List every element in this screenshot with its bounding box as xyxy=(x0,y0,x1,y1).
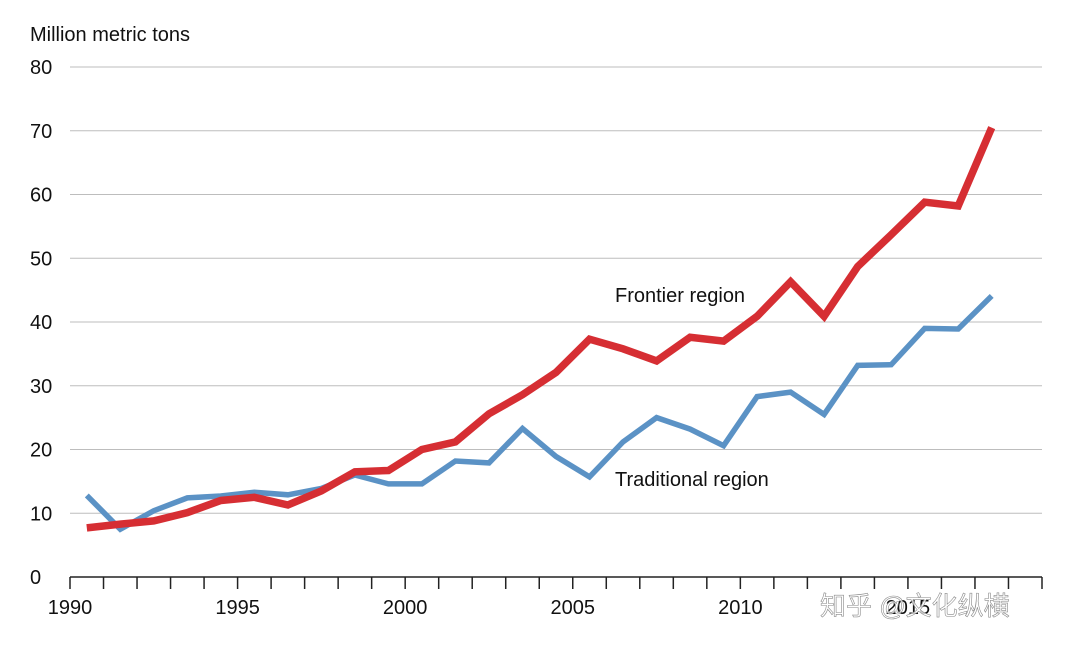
y-tick-label-70: 70 xyxy=(30,121,52,143)
y-axis-title: Million metric tons xyxy=(30,24,190,46)
frontier-region-label: Frontier region xyxy=(615,285,745,307)
x-tick-label-2000: 2000 xyxy=(383,597,428,619)
x-tick-label-2015: 2015 xyxy=(886,597,931,619)
watermark: 知乎 @文化纵横 xyxy=(820,591,1010,621)
y-tick-label-80: 80 xyxy=(30,57,52,79)
traditional-region-label: Traditional region xyxy=(615,469,769,491)
x-tick-label-2010: 2010 xyxy=(718,597,763,619)
traditional-region-line xyxy=(84,293,994,533)
y-tick-label-30: 30 xyxy=(30,376,52,398)
y-tick-label-10: 10 xyxy=(30,503,52,525)
gridlines xyxy=(70,66,1042,514)
x-axis xyxy=(69,576,1043,589)
x-tick-label-1995: 1995 xyxy=(215,597,260,619)
y-tick-label-40: 40 xyxy=(30,312,52,334)
y-tick-label-50: 50 xyxy=(30,248,52,270)
x-tick-label-2005: 2005 xyxy=(551,597,596,619)
x-tick-label-1990: 1990 xyxy=(48,597,93,619)
x-tick-labels: 1990 1995 2000 2005 2010 2015 xyxy=(48,597,930,619)
frontier-region-line xyxy=(86,126,996,532)
series-lines xyxy=(84,126,996,533)
y-tick-label-20: 20 xyxy=(30,440,52,462)
y-tick-label-0: 0 xyxy=(30,567,41,589)
y-tick-label-60: 60 xyxy=(30,185,52,207)
y-tick-labels: 0 10 20 30 40 50 60 70 80 xyxy=(30,57,52,589)
